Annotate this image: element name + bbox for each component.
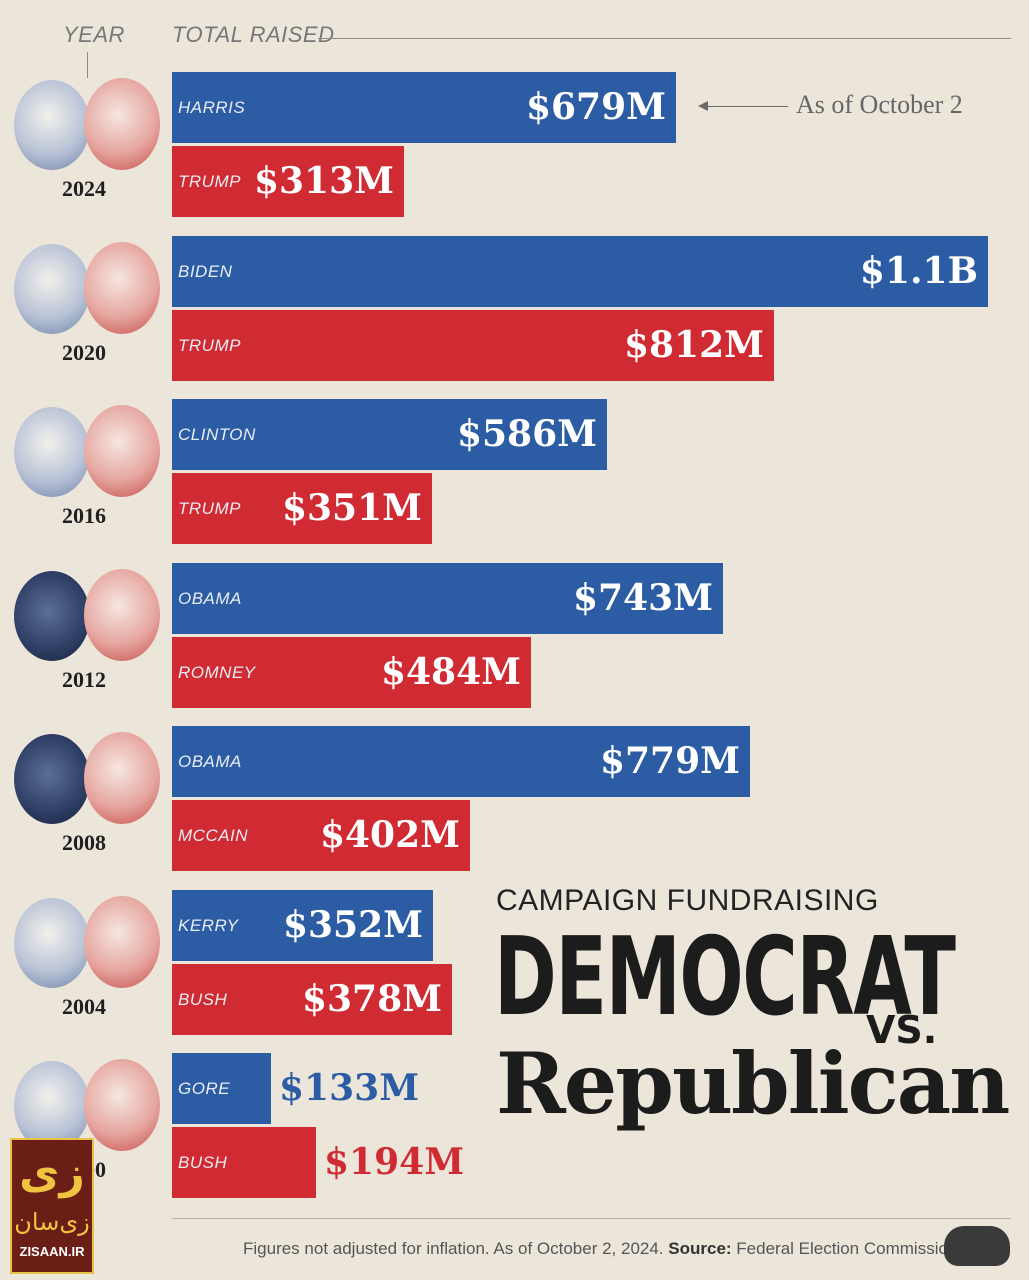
democrat-portrait xyxy=(14,734,90,824)
annotation-text: As of October 2 xyxy=(796,90,963,119)
republican-portrait xyxy=(84,405,160,497)
candidate-label: BIDEN xyxy=(178,262,233,281)
candidate-label: CLINTON xyxy=(178,425,256,444)
democrat-portrait xyxy=(14,571,90,661)
value-label-2000-dem: $133M xyxy=(279,1067,420,1109)
watermark-mark: زی xyxy=(19,1148,85,1199)
bar-2000-rep xyxy=(172,1127,316,1198)
democrat-portrait xyxy=(14,244,90,334)
footnote: Figures not adjusted for inflation. As o… xyxy=(243,1239,957,1259)
bar-2004-dem xyxy=(172,890,433,961)
chart-title-vs: VS. xyxy=(866,1008,938,1052)
brand-icon xyxy=(944,1226,1010,1266)
candidate-label: TRUMP xyxy=(178,336,241,355)
watermark-site-text: ZISAAN.IR xyxy=(19,1244,85,1259)
annotation-arrow xyxy=(698,101,788,111)
year-label: 2020 xyxy=(62,340,106,365)
democrat-portrait xyxy=(14,898,90,988)
value-label-2004-dem: $352M xyxy=(282,904,423,946)
bar-2012-dem xyxy=(172,563,723,634)
candidate-label: TRUMP xyxy=(178,172,241,191)
bar-2008-dem xyxy=(172,726,750,797)
candidate-label: OBAMA xyxy=(178,752,242,771)
footnote-source: Federal Election Commission xyxy=(736,1239,958,1258)
candidate-label: HARRIS xyxy=(178,98,246,117)
democrat-portrait xyxy=(14,407,90,497)
watermark-persian-text: زی‌سان xyxy=(14,1209,90,1236)
year-header: YEAR xyxy=(63,22,125,47)
year-label: 2004 xyxy=(62,994,106,1019)
candidate-label: ROMNEY xyxy=(178,663,256,682)
year-label: 2008 xyxy=(62,830,106,855)
footnote-source-label: Source: xyxy=(668,1239,732,1258)
value-label-2020-dem: $1.1B xyxy=(859,250,978,292)
total-raised-header: TOTAL RAISED xyxy=(172,22,335,47)
chart-title-republican: Republican xyxy=(496,1034,1010,1133)
watermark-logo: زی زی‌سان ZISAAN.IR xyxy=(10,1138,94,1274)
bar-2016-dem xyxy=(172,399,607,470)
value-label-2008-dem: $779M xyxy=(599,740,740,782)
value-label-2004-rep: $378M xyxy=(301,978,442,1020)
republican-portrait xyxy=(84,896,160,988)
democrat-portrait xyxy=(14,1061,90,1151)
value-label-2016-dem: $586M xyxy=(456,413,597,455)
democrat-portrait xyxy=(14,80,90,170)
republican-portrait xyxy=(84,569,160,661)
candidate-label: BUSH xyxy=(178,1153,228,1172)
republican-portrait xyxy=(84,732,160,824)
candidate-label: KERRY xyxy=(178,916,239,935)
bar-2012-rep xyxy=(172,637,531,708)
candidate-label: OBAMA xyxy=(178,589,242,608)
candidate-label: BUSH xyxy=(178,990,228,1009)
bar-2000-dem xyxy=(172,1053,271,1124)
chart-title-democrat: DEMOCRAT xyxy=(494,915,956,1040)
year-label: 2016 xyxy=(62,503,106,528)
bar-2008-rep xyxy=(172,800,470,871)
header-rule xyxy=(318,38,1011,39)
bar-2020-dem xyxy=(172,236,988,307)
value-label-2020-rep: $812M xyxy=(623,324,764,366)
republican-portrait xyxy=(84,78,160,170)
bar-2020-rep xyxy=(172,310,774,381)
value-label-2000-rep: $194M xyxy=(324,1141,465,1183)
year-label: 2024 xyxy=(62,176,106,201)
bar-2024-rep xyxy=(172,146,404,217)
value-label-2012-rep: $484M xyxy=(380,651,521,693)
value-label-2024-dem: $679M xyxy=(525,86,666,128)
year-label: 2012 xyxy=(62,667,106,692)
value-label-2024-rep: $313M xyxy=(253,160,394,202)
bar-2004-rep xyxy=(172,964,452,1035)
bar-2016-rep xyxy=(172,473,432,544)
republican-portrait xyxy=(84,1059,160,1151)
candidate-label: MCCAIN xyxy=(178,826,249,845)
republican-portrait xyxy=(84,242,160,334)
value-label-2012-dem: $743M xyxy=(572,577,713,619)
candidate-label: GORE xyxy=(178,1079,231,1098)
value-label-2008-rep: $402M xyxy=(319,814,460,856)
footer-rule xyxy=(172,1218,1011,1219)
chart-subtitle: CAMPAIGN FUNDRAISING xyxy=(496,884,879,917)
year-tick xyxy=(87,52,88,78)
candidate-label: TRUMP xyxy=(178,499,241,518)
footnote-text: Figures not adjusted for inflation. As o… xyxy=(243,1239,664,1258)
value-label-2016-rep: $351M xyxy=(281,487,422,529)
bar-2024-dem xyxy=(172,72,676,143)
